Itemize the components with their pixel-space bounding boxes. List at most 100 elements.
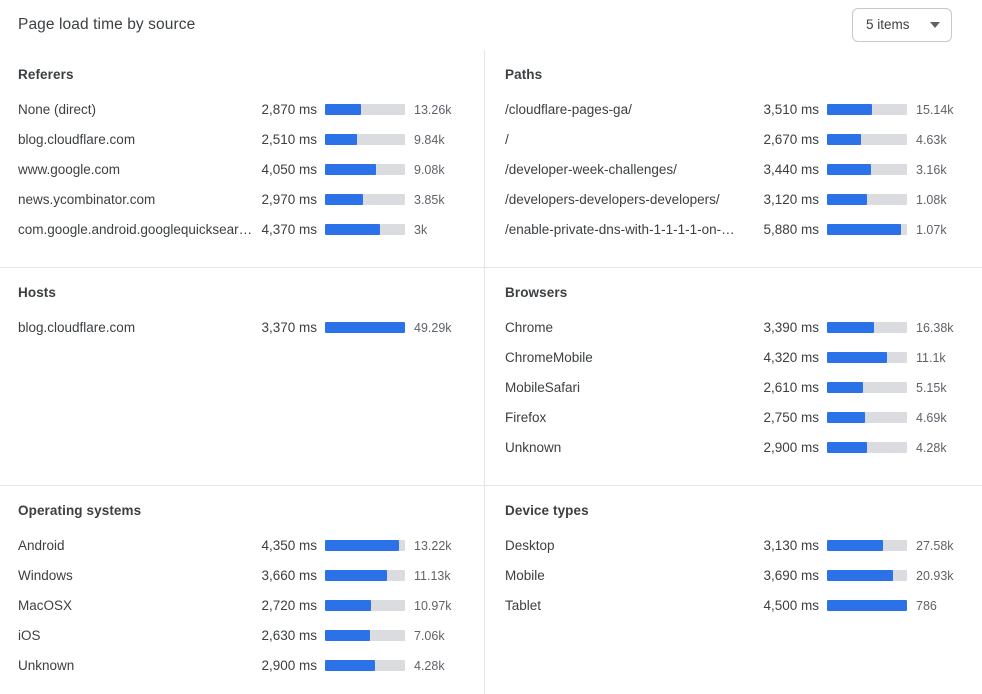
panel-title: Paths [505,67,543,82]
bar-track [325,322,405,333]
row-count: 11.1k [916,350,946,365]
bar-fill [827,442,867,453]
data-row[interactable]: ChromeMobile 4,320 ms 11.1k [505,343,968,373]
bar-fill [827,412,866,423]
row-count: 10.97k [414,598,452,613]
row-count: 9.84k [414,132,445,147]
row-count: 1.07k [916,222,947,237]
row-label: blog.cloudflare.com [18,132,136,147]
data-row[interactable]: Android 4,350 ms 13.22k [18,531,466,561]
row-count: 49.29k [414,320,452,335]
bar-track [325,134,405,145]
bar-track [827,412,907,423]
bar-track [827,322,907,333]
row-count: 15.14k [916,102,954,117]
row-label: Unknown [505,440,562,455]
row-metric-ms: 3,690 ms [763,568,819,583]
panel-browsers: Browsers Chrome 3,390 ms 16.38k ChromeMobile… [485,268,982,486]
bar-track [325,194,405,205]
row-count: 13.22k [414,538,452,553]
row-count: 786 [916,598,937,613]
data-row[interactable]: Firefox 2,750 ms 4.69k [505,403,968,433]
bar-fill [325,194,363,205]
row-metric-ms: 2,510 ms [261,132,317,147]
row-label: news.ycombinator.com [18,192,156,207]
panel-rows: blog.cloudflare.com 3,370 ms 49.29k [18,313,466,343]
bar-track [827,600,907,611]
row-count: 1.08k [916,192,947,207]
panel-title: Hosts [18,285,57,300]
panel-hosts: Hosts blog.cloudflare.com 3,370 ms 49.29k [0,268,485,486]
data-row[interactable]: /cloudflare-pages-ga/3,510 ms 15.14k [505,95,968,125]
data-row[interactable]: / 2,670 ms 4.63k [505,125,968,155]
row-metric-ms: 3,370 ms [261,320,317,335]
panel-referers: Referers None (direct) 2,870 ms 13.26k blog.… [0,50,485,268]
data-row[interactable]: blog.cloudflare.com 2,510 ms 9.84k [18,125,466,155]
row-metric-ms: 2,870 ms [261,102,317,117]
row-label: Desktop [505,538,555,553]
bar-track [827,164,907,175]
data-row[interactable]: iOS 2,630 ms 7.06k [18,621,466,651]
bar-track [827,134,907,145]
row-count: 20.93k [916,568,954,583]
data-row[interactable]: Tablet 4,500 ms 786 [505,591,968,621]
data-row[interactable]: Chrome 3,390 ms 16.38k [505,313,968,343]
row-label: blog.cloudflare.com [18,320,136,335]
row-metric-ms: 3,130 ms [763,538,819,553]
data-row[interactable]: MacOSX 2,720 ms 10.97k [18,591,466,621]
panels-grid: Referers None (direct) 2,870 ms 13.26k blog.… [0,50,982,694]
bar-track [325,660,405,671]
data-row[interactable]: Unknown 2,900 ms 4.28k [505,433,968,463]
data-row[interactable]: news.ycombinator.com 2,970 ms 3.85k [18,185,466,215]
row-count: 13.26k [414,102,452,117]
row-label: Unknown [18,658,75,673]
bar-track [325,540,405,551]
data-row[interactable]: com.google.android.googlequicksearc… 4,37… [18,215,466,245]
panel-rows: Android 4,350 ms 13.22k Windows 3,660 ms 11.1… [18,531,466,681]
bar-fill [325,630,370,641]
panel-title: Referers [18,67,74,82]
bar-track [827,224,907,235]
data-row[interactable]: blog.cloudflare.com 3,370 ms 49.29k [18,313,466,343]
bar-fill [827,104,872,115]
bar-fill [325,164,377,175]
row-count: 4.69k [916,410,947,425]
row-label: Windows [18,568,73,583]
row-metric-ms: 2,750 ms [763,410,819,425]
data-row[interactable]: /developers-developers-developers/3,120 … [505,185,968,215]
data-row[interactable]: Unknown 2,900 ms 4.28k [18,651,466,681]
panel-paths: Paths/cloudflare-pages-ga/3,510 ms 15.14k… [485,50,982,268]
bar-track [325,570,405,581]
row-count: 4.28k [414,658,445,673]
data-row[interactable]: /developer-week-challenges/3,440 ms 3.16k [505,155,968,185]
data-row[interactable]: /enable-private-dns-with-1-1-1-1-on-… 5,8… [505,215,968,245]
bar-fill [827,600,907,611]
bar-track [325,104,405,115]
row-count: 3.85k [414,192,445,207]
row-metric-ms: 2,900 ms [763,440,819,455]
data-row[interactable]: MobileSafari 2,610 ms 5.15k [505,373,968,403]
bar-track [325,600,405,611]
bar-track [827,104,907,115]
row-count: 7.06k [414,628,445,643]
data-row[interactable]: Mobile 3,690 ms 20.93k [505,561,968,591]
row-label: iOS [18,628,41,643]
bar-fill [325,570,388,581]
panel-title: Browsers [505,285,568,300]
bar-fill [827,134,861,145]
item-count-dropdown[interactable]: 5 items [852,8,952,42]
panel-rows: Chrome 3,390 ms 16.38k ChromeMobile 4,320 ms… [505,313,968,463]
row-label: MacOSX [18,598,73,613]
data-row[interactable]: Windows 3,660 ms 11.13k [18,561,466,591]
data-row[interactable]: Desktop 3,130 ms 27.58k [505,531,968,561]
bar-fill [325,322,405,333]
data-row[interactable]: None (direct) 2,870 ms 13.26k [18,95,466,125]
row-metric-ms: 2,900 ms [261,658,317,673]
data-row[interactable]: www.google.com 4,050 ms 9.08k [18,155,466,185]
bar-fill [325,104,361,115]
bar-fill [325,224,381,235]
row-label: /cloudflare-pages-ga/ [505,102,632,117]
bar-fill [325,134,357,145]
row-metric-ms: 4,320 ms [763,350,819,365]
row-metric-ms: 2,670 ms [763,132,819,147]
